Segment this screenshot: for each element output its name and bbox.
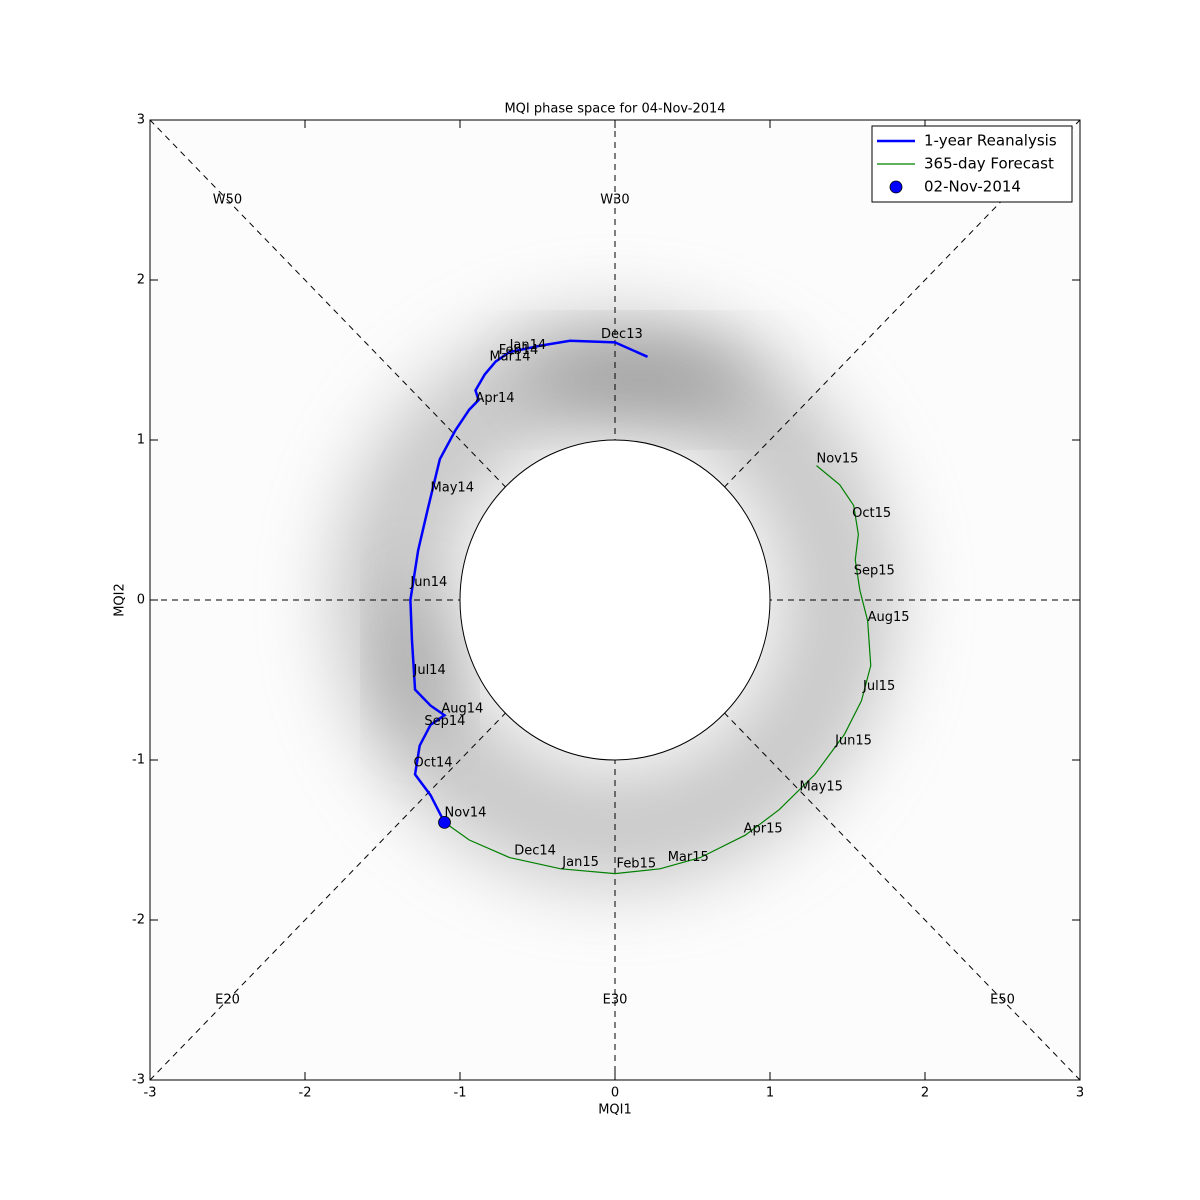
month-label: Nov14: [445, 805, 487, 820]
month-label: Jun15: [834, 733, 872, 748]
month-label: Jul15: [862, 679, 895, 694]
phase-label: W50: [213, 193, 242, 208]
legend-marker: [889, 180, 903, 194]
legend-label: 02-Nov-2014: [924, 178, 1021, 196]
y-tick-label: -2: [132, 913, 145, 928]
phase-label: E50: [990, 993, 1015, 1008]
x-tick-label: -3: [144, 1086, 157, 1101]
month-label: Jun14: [409, 575, 447, 590]
y-tick-label: -3: [132, 1073, 145, 1088]
x-tick-label: -1: [454, 1086, 467, 1101]
month-label: Apr15: [744, 821, 783, 836]
month-label: Mar15: [668, 850, 709, 865]
phase-label: W30: [600, 193, 629, 208]
month-label: Jan15: [561, 855, 599, 870]
month-label: Aug14: [441, 701, 483, 716]
chart-title: MQI phase space for 04-Nov-2014: [504, 102, 725, 117]
month-label: Sep15: [854, 564, 895, 579]
x-axis-label: MQI1: [598, 1103, 632, 1118]
month-label: Jul14: [413, 663, 446, 678]
series-line: [444, 465, 872, 875]
x-tick-label: 2: [921, 1086, 929, 1101]
month-label: Sep14: [424, 714, 465, 729]
unit-circle: [459, 439, 771, 761]
y-axis-label: MQI2: [113, 583, 128, 617]
y-tick-label: 2: [137, 273, 145, 288]
month-label: Oct15: [852, 506, 891, 521]
legend-label: 1-year Reanalysis: [924, 132, 1057, 150]
month-label: Dec14: [514, 844, 556, 859]
month-label: Apr14: [476, 391, 515, 406]
x-tick-label: 3: [1076, 1086, 1084, 1101]
month-label: Dec13: [601, 327, 643, 342]
month-label: May15: [799, 780, 842, 795]
month-label: May14: [431, 481, 474, 496]
month-label: Feb14: [499, 343, 539, 358]
legend-label: 365-day Forecast: [924, 155, 1054, 173]
y-tick-label: 1: [137, 433, 145, 448]
x-tick-label: 0: [611, 1086, 619, 1101]
phase-label: E30: [603, 993, 628, 1008]
month-label: Mar14: [489, 349, 530, 364]
x-tick-label: -2: [299, 1086, 312, 1101]
month-label: Jan14: [509, 338, 547, 353]
phase-label: E20: [215, 993, 240, 1008]
month-label: Feb15: [617, 857, 657, 872]
month-label: Aug15: [868, 610, 910, 625]
month-label: Oct14: [414, 756, 453, 771]
month-label: Nov15: [817, 452, 859, 467]
y-tick-label: 3: [137, 113, 145, 128]
x-tick-label: 1: [766, 1086, 774, 1101]
legend: 1-year Reanalysis 365-day Forecast 02-Nov-…: [871, 125, 1073, 203]
series-line: [409, 339, 649, 823]
current-point: [438, 816, 451, 829]
y-tick-label: -1: [132, 753, 145, 768]
y-tick-label: 0: [137, 593, 145, 608]
